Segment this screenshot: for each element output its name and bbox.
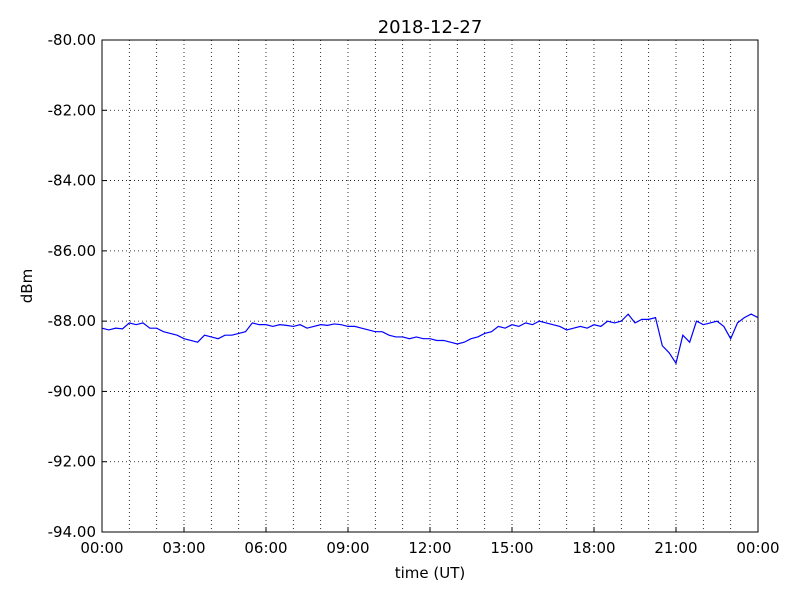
x-tick-label: 00:00: [80, 539, 123, 557]
y-axis-label: dBm: [18, 269, 36, 303]
chart-title: 2018-12-27: [378, 17, 483, 38]
x-tick-label: 12:00: [408, 539, 451, 557]
x-tick-label: 00:00: [736, 539, 779, 557]
y-tick-label: -88.00: [48, 312, 96, 330]
x-tick-label: 15:00: [490, 539, 533, 557]
y-tick-label: -94.00: [48, 523, 96, 541]
x-tick-label: 21:00: [654, 539, 697, 557]
x-axis-label: time (UT): [395, 564, 466, 582]
y-tick-label: -92.00: [48, 453, 96, 471]
data-line: [101, 313, 759, 365]
y-tick-label: -82.00: [48, 101, 96, 119]
y-tick-label: -86.00: [48, 242, 96, 260]
plot-frame: [101, 39, 759, 533]
y-tick-label: -80.00: [48, 31, 96, 49]
y-tick-label: -90.00: [48, 382, 96, 400]
y-tick-label: -84.00: [48, 172, 96, 190]
x-tick-label: 09:00: [326, 539, 369, 557]
x-tick-label: 18:00: [572, 539, 615, 557]
x-tick-label: 03:00: [162, 539, 205, 557]
x-tick-label: 06:00: [244, 539, 287, 557]
